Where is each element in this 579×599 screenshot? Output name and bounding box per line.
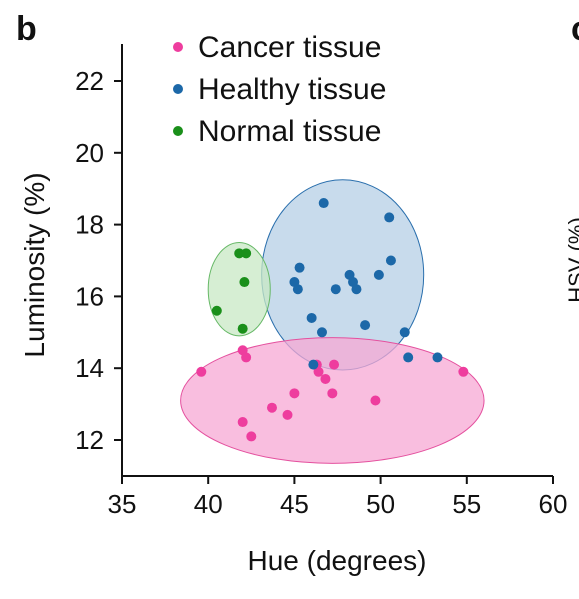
y-tick-label: 22 [75, 66, 104, 96]
healthy-tissue-point [306, 312, 317, 323]
normal-tissue-point [239, 277, 250, 288]
healthy-tissue-point [385, 255, 396, 266]
healthy-tissue-point [403, 352, 414, 363]
legend-marker-healthy-tissue [173, 84, 183, 94]
legend-label-healthy-tissue: Healthy tissue [198, 73, 386, 106]
healthy-tissue-point [399, 327, 410, 338]
legend-marker-normal-tissue [173, 126, 183, 136]
legend-label-cancer-tissue: Cancer tissue [198, 31, 381, 64]
x-tick-label: 55 [452, 489, 481, 519]
cancer-tissue-point [266, 402, 277, 413]
x-tick-label: 35 [108, 489, 137, 519]
data-points [196, 198, 469, 442]
cancer-tissue-point [313, 366, 324, 377]
healthy-tissue-point [318, 198, 329, 209]
healthy-tissue-point [432, 352, 443, 363]
normal-tissue-point [241, 248, 252, 259]
cancer-tissue-point [246, 431, 257, 442]
cancer-tissue-point [458, 366, 469, 377]
legend-label-normal-tissue: Normal tissue [198, 115, 381, 148]
y-axis-title: Luminosity (%) [19, 172, 50, 357]
y-tick-label: 14 [75, 353, 104, 383]
healthy-tissue-point [308, 359, 319, 370]
next-panel-label: c [571, 10, 579, 48]
healthy-tissue-point [316, 327, 327, 338]
healthy-tissue-point [384, 212, 395, 223]
cancer-tissue-point [320, 373, 331, 384]
normal-tissue-point [234, 248, 245, 259]
legend-marker-cancer-tissue [173, 42, 183, 52]
healthy-tissue-point [351, 284, 362, 295]
y-tick-label: 16 [75, 281, 104, 311]
cancer-tissue-point [237, 417, 248, 428]
x-tick-label: 50 [366, 489, 395, 519]
healthy-tissue-point [294, 262, 305, 273]
cancer-tissue-point [241, 352, 252, 363]
y-tick-label: 12 [75, 425, 104, 455]
normal-tissue-point [237, 323, 248, 334]
cancer-tissue-point [289, 388, 300, 399]
y-axis-ticks: 12 14 16 18 20 22 [75, 66, 122, 455]
healthy-tissue-point [292, 284, 303, 295]
healthy-tissue-point [360, 320, 371, 331]
confidence-ellipses [180, 179, 485, 464]
cancer-tissue-point [327, 388, 338, 399]
cancer-tissue-point [329, 359, 340, 370]
x-axis-title: Hue (degrees) [248, 545, 427, 576]
healthy-tissue-point [330, 284, 341, 295]
cancer-tissue-point [196, 366, 207, 377]
normal-tissue-point [211, 305, 222, 316]
y-tick-label: 20 [75, 138, 104, 168]
y-tick-label: 18 [75, 210, 104, 240]
x-tick-label: 40 [194, 489, 223, 519]
cropped-neighbor-axis-label: HSV (%) [564, 217, 579, 303]
cancer-tissue-point [370, 395, 381, 406]
normal-tissue-ellipse [207, 242, 271, 337]
x-axis-ticks: 35 40 45 50 55 60 [108, 476, 568, 519]
x-tick-label: 45 [280, 489, 309, 519]
panel-label: b [16, 10, 37, 48]
legend: Cancer tissue Healthy tissue Normal tissue [173, 31, 386, 148]
healthy-tissue-point [373, 269, 384, 280]
x-tick-label: 60 [539, 489, 568, 519]
cancer-tissue-ellipse [180, 337, 485, 464]
cancer-tissue-point [282, 409, 293, 420]
